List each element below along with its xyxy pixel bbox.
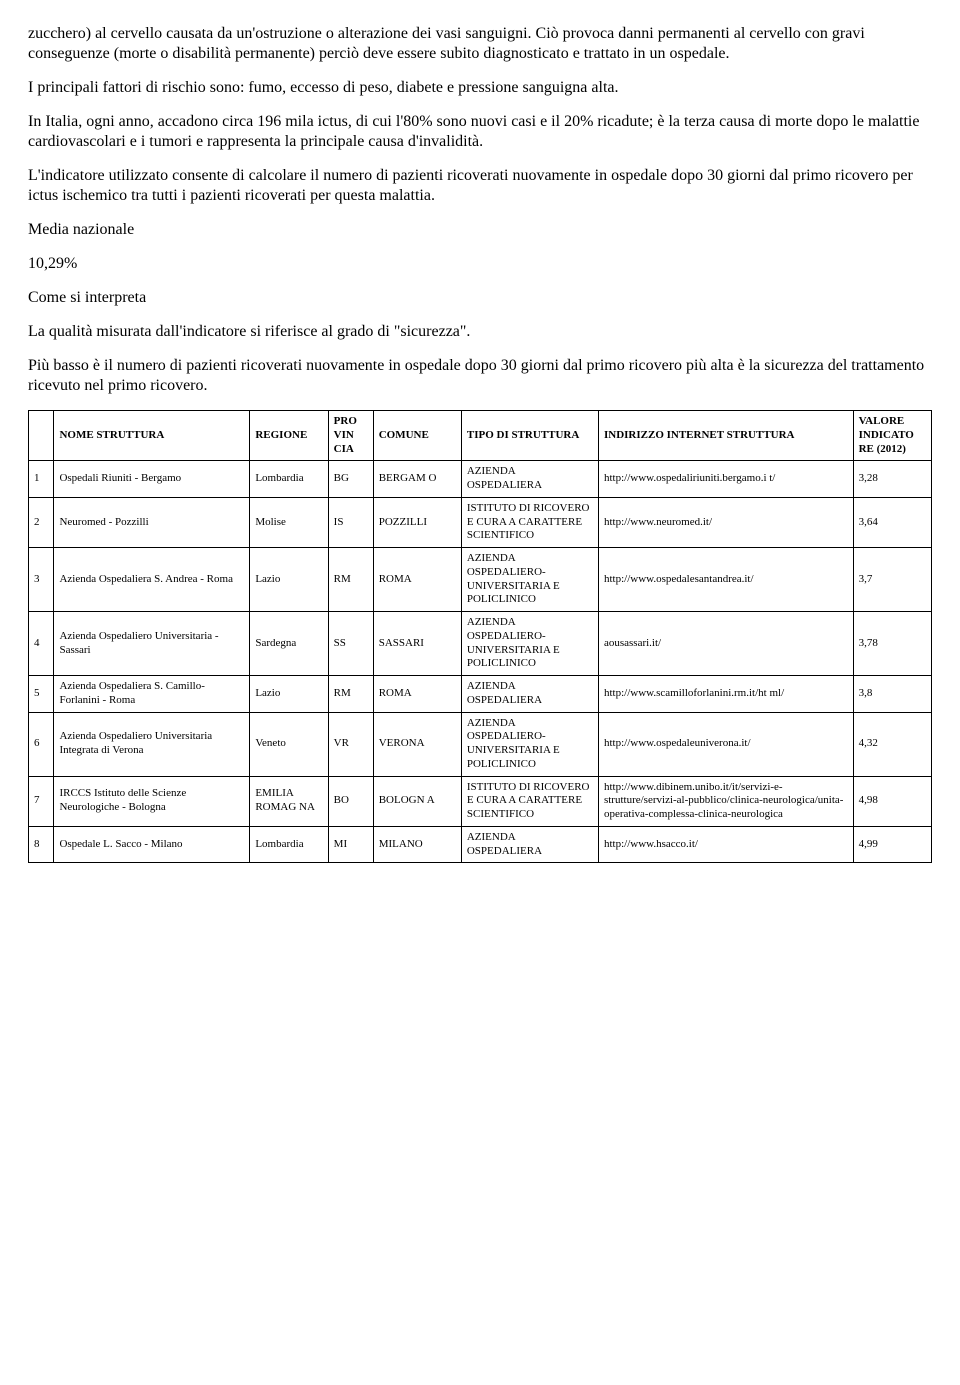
th-url: INDIRIZZO INTERNET STRUTTURA (598, 411, 853, 461)
table-cell-tipo: AZIENDA OSPEDALIERA (461, 461, 598, 498)
table-cell-reg: Lombardia (250, 461, 328, 498)
table-cell-prov: BO (328, 776, 373, 826)
table-cell-val: 3,28 (853, 461, 931, 498)
table-cell-com: MILANO (373, 826, 461, 863)
table-cell-idx: 4 (29, 612, 54, 676)
table-cell-tipo: AZIENDA OSPEDALIERA (461, 676, 598, 713)
table-cell-tipo: ISTITUTO DI RICOVERO E CURA A CARATTERE … (461, 776, 598, 826)
table-cell-com: POZZILLI (373, 497, 461, 547)
table-cell-url: http://www.scamilloforlanini.rm.it/ht ml… (598, 676, 853, 713)
table-cell-com: ROMA (373, 548, 461, 612)
table-cell-com: BOLOGN A (373, 776, 461, 826)
table-cell-val: 3,64 (853, 497, 931, 547)
table-cell-idx: 2 (29, 497, 54, 547)
paragraph-indicator: L'indicatore utilizzato consente di calc… (28, 166, 932, 206)
table-cell-tipo: AZIENDA OSPEDALIERA (461, 826, 598, 863)
paragraph-quality: La qualità misurata dall'indicatore si r… (28, 322, 932, 342)
table-cell-idx: 6 (29, 712, 54, 776)
table-cell-prov: IS (328, 497, 373, 547)
table-cell-tipo: ISTITUTO DI RICOVERO E CURA A CARATTERE … (461, 497, 598, 547)
table-cell-com: SASSARI (373, 612, 461, 676)
table-cell-idx: 8 (29, 826, 54, 863)
table-row: 3Azienda Ospedaliera S. Andrea - RomaLaz… (29, 548, 932, 612)
table-cell-val: 3,78 (853, 612, 931, 676)
th-idx (29, 411, 54, 461)
paragraph-intro: zucchero) al cervello causata da un'ostr… (28, 24, 932, 64)
table-row: 7IRCCS Istituto delle Scienze Neurologic… (29, 776, 932, 826)
table-cell-url: http://www.hsacco.it/ (598, 826, 853, 863)
th-tipo: TIPO DI STRUTTURA (461, 411, 598, 461)
table-cell-com: ROMA (373, 676, 461, 713)
table-cell-name: Azienda Ospedaliero Universitaria - Sass… (54, 612, 250, 676)
table-cell-name: Ospedali Riuniti - Bergamo (54, 461, 250, 498)
table-cell-name: Azienda Ospedaliera S. Andrea - Roma (54, 548, 250, 612)
table-cell-tipo: AZIENDA OSPEDALIERO-UNIVERSITARIA E POLI… (461, 612, 598, 676)
paragraph-italy: In Italia, ogni anno, accadono circa 196… (28, 112, 932, 152)
table-cell-url: aousassari.it/ (598, 612, 853, 676)
interpret-label: Come si interpreta (28, 288, 932, 308)
table-cell-val: 3,7 (853, 548, 931, 612)
table-cell-val: 4,99 (853, 826, 931, 863)
table-cell-reg: EMILIA ROMAG NA (250, 776, 328, 826)
table-row: 1Ospedali Riuniti - BergamoLombardiaBGBE… (29, 461, 932, 498)
th-prov: PRO VIN CIA (328, 411, 373, 461)
table-cell-reg: Lazio (250, 676, 328, 713)
table-cell-tipo: AZIENDA OSPEDALIERO-UNIVERSITARIA E POLI… (461, 548, 598, 612)
table-cell-reg: Lombardia (250, 826, 328, 863)
table-cell-reg: Sardegna (250, 612, 328, 676)
table-cell-prov: SS (328, 612, 373, 676)
th-region: REGIONE (250, 411, 328, 461)
table-cell-prov: RM (328, 548, 373, 612)
table-cell-idx: 3 (29, 548, 54, 612)
media-label: Media nazionale (28, 220, 932, 240)
table-cell-url: http://www.ospedaleuniverona.it/ (598, 712, 853, 776)
table-cell-name: Azienda Ospedaliera S. Camillo-Forlanini… (54, 676, 250, 713)
paragraph-risk: I principali fattori di rischio sono: fu… (28, 78, 932, 98)
table-cell-val: 4,32 (853, 712, 931, 776)
data-table: NOME STRUTTURA REGIONE PRO VIN CIA COMUN… (28, 410, 932, 863)
table-cell-name: IRCCS Istituto delle Scienze Neurologich… (54, 776, 250, 826)
paragraph-lower: Più basso è il numero di pazienti ricove… (28, 356, 932, 396)
table-row: 6Azienda Ospedaliero Universitaria Integ… (29, 712, 932, 776)
table-row: 4Azienda Ospedaliero Universitaria - Sas… (29, 612, 932, 676)
table-row: 2Neuromed - PozzilliMoliseISPOZZILLIISTI… (29, 497, 932, 547)
th-name: NOME STRUTTURA (54, 411, 250, 461)
table-cell-url: http://www.ospedaliriuniti.bergamo.i t/ (598, 461, 853, 498)
table-row: 5Azienda Ospedaliera S. Camillo-Forlanin… (29, 676, 932, 713)
table-cell-name: Neuromed - Pozzilli (54, 497, 250, 547)
table-cell-tipo: AZIENDA OSPEDALIERO-UNIVERSITARIA E POLI… (461, 712, 598, 776)
table-cell-prov: MI (328, 826, 373, 863)
table-cell-prov: RM (328, 676, 373, 713)
th-val: VALORE INDICATO RE (2012) (853, 411, 931, 461)
table-cell-com: BERGAM O (373, 461, 461, 498)
table-row: 8Ospedale L. Sacco - MilanoLombardiaMIMI… (29, 826, 932, 863)
table-cell-prov: VR (328, 712, 373, 776)
table-cell-prov: BG (328, 461, 373, 498)
table-cell-reg: Molise (250, 497, 328, 547)
table-cell-idx: 5 (29, 676, 54, 713)
table-cell-idx: 7 (29, 776, 54, 826)
table-cell-name: Ospedale L. Sacco - Milano (54, 826, 250, 863)
table-cell-name: Azienda Ospedaliero Universitaria Integr… (54, 712, 250, 776)
table-cell-reg: Veneto (250, 712, 328, 776)
media-value: 10,29% (28, 254, 932, 274)
table-cell-idx: 1 (29, 461, 54, 498)
table-header-row: NOME STRUTTURA REGIONE PRO VIN CIA COMUN… (29, 411, 932, 461)
table-cell-url: http://www.ospedalesantandrea.it/ (598, 548, 853, 612)
table-cell-val: 4,98 (853, 776, 931, 826)
table-cell-reg: Lazio (250, 548, 328, 612)
table-cell-url: http://www.dibinem.unibo.it/it/servizi-e… (598, 776, 853, 826)
th-comune: COMUNE (373, 411, 461, 461)
table-cell-com: VERONA (373, 712, 461, 776)
table-cell-url: http://www.neuromed.it/ (598, 497, 853, 547)
table-cell-val: 3,8 (853, 676, 931, 713)
